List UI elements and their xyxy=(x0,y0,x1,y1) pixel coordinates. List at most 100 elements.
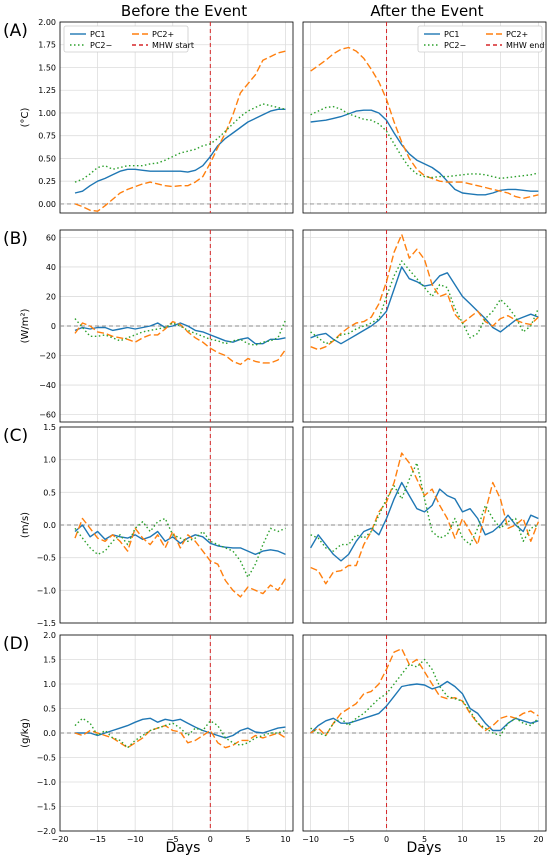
legend: PC1 PC2+ PC2− MHW end xyxy=(417,25,544,53)
panel-letter: (A) xyxy=(3,21,28,41)
y-tick-label: 0.5 xyxy=(43,705,56,714)
legend-label: PC2− xyxy=(90,41,112,50)
x-tick-label: −5 xyxy=(343,835,355,844)
y-tick-label: 1.00 xyxy=(38,109,56,118)
axes-frame xyxy=(302,21,547,214)
x-tick-label: 5 xyxy=(422,835,427,844)
x-tick-label: 0 xyxy=(208,835,213,844)
panels: 0.000.250.500.751.001.251.501.752.00(°C)… xyxy=(3,18,547,844)
y-axis-label: (m/s) xyxy=(20,512,31,538)
panel-letter: (C) xyxy=(3,426,28,446)
y-tick-label: −1.5 xyxy=(37,803,56,812)
series-line-pc1 xyxy=(74,108,286,194)
legend-label: PC2− xyxy=(444,41,466,50)
y-tick-label: 20 xyxy=(46,292,56,301)
legend-label: MHW start xyxy=(152,41,194,50)
series-line-pc2plus xyxy=(74,320,287,366)
x-tick-label: −15 xyxy=(89,835,106,844)
panel-d-after: −10 −5 0 5 10 15 20 xyxy=(302,634,547,844)
panel-b-after xyxy=(302,229,547,423)
y-tick-label: 0.75 xyxy=(38,132,56,141)
y-tick-label: −60 xyxy=(39,411,56,420)
series-line-pc2minus xyxy=(310,105,539,180)
legend-label: PC1 xyxy=(90,30,106,39)
y-tick-label: −2.0 xyxy=(37,827,56,836)
legend-box xyxy=(63,25,189,53)
series-line-pc2plus xyxy=(310,233,539,351)
y-tick-label: 0.00 xyxy=(38,200,56,209)
y-tick-label: 0.25 xyxy=(38,177,56,186)
y-tick-label: −40 xyxy=(39,381,56,390)
panel-a-after: PC1 PC2+ PC2− MHW end xyxy=(302,21,547,214)
series-line-pc2minus xyxy=(74,103,286,183)
x-tick-label: −10 xyxy=(127,835,144,844)
xlabel-before: Days xyxy=(166,840,201,856)
series-line-pc2minus xyxy=(74,717,286,749)
legend-label: MHW end xyxy=(506,41,544,50)
y-axis-label: (°C) xyxy=(20,108,31,128)
series-line-pc2minus xyxy=(74,517,286,578)
series-line-pc2plus xyxy=(74,724,286,749)
column-title-after: After the Event xyxy=(370,2,483,20)
series-line-pc1 xyxy=(74,322,286,345)
y-tick-label: −1.0 xyxy=(37,586,56,595)
panel-a-before: 0.00 0.25 0.50 0.75 1.00 1.25 1.50 1.75 2.00 (°C)… xyxy=(3,18,294,214)
xlabel-after: Days xyxy=(407,840,442,856)
y-tick-label: 0.50 xyxy=(38,154,56,163)
legend-label: PC2+ xyxy=(506,30,528,39)
series-line-pc2plus xyxy=(310,46,539,200)
y-tick-label: 1.75 xyxy=(38,41,56,50)
panel-c-after xyxy=(302,426,547,624)
y-tick-label: −1.0 xyxy=(37,778,56,787)
y-tick-label: 2.0 xyxy=(43,631,56,640)
y-tick-label: 40 xyxy=(46,263,56,272)
legend-label: PC2+ xyxy=(152,30,174,39)
panel-b-before: −60 −40 −20 0 20 40 60 (W/m²) (B) xyxy=(3,229,294,423)
x-tick-label: 0 xyxy=(384,835,389,844)
y-tick-label: 0.5 xyxy=(43,488,56,497)
x-tick-label: −10 xyxy=(302,835,319,844)
series-line-pc2minus xyxy=(310,658,539,737)
series-line-pc2plus xyxy=(310,648,539,737)
x-tick-label: 15 xyxy=(495,835,505,844)
y-tick-label: 0.0 xyxy=(43,729,56,738)
y-tick-label: 1.5 xyxy=(43,656,56,665)
panel-c-before: −1.5 −1.0 −0.5 0.0 0.5 1.0 1.5 (m/s) (C) xyxy=(3,423,294,628)
x-tick-label: 5 xyxy=(245,835,250,844)
y-tick-label: 0.0 xyxy=(43,521,56,530)
axes-frame xyxy=(59,21,294,214)
y-tick-label: −0.5 xyxy=(37,754,56,763)
legend: PC1 PC2+ PC2− MHW start xyxy=(63,25,194,53)
legend-label: PC1 xyxy=(444,30,460,39)
legend-box xyxy=(417,25,543,53)
y-tick-label: 1.5 xyxy=(43,423,56,432)
y-tick-label: −20 xyxy=(39,352,56,361)
y-tick-label: 1.25 xyxy=(38,86,56,95)
y-tick-label: −0.5 xyxy=(37,554,56,563)
panel-letter: (D) xyxy=(3,634,29,654)
x-tick-label: 20 xyxy=(533,835,543,844)
y-tick-label: 1.0 xyxy=(43,456,56,465)
y-tick-label: 60 xyxy=(46,233,56,242)
series-line-pc2plus xyxy=(74,50,286,212)
series-line-pc1 xyxy=(309,481,539,562)
y-tick-label: 2.00 xyxy=(38,18,56,27)
panel-letter: (B) xyxy=(3,229,28,249)
series-line-pc1 xyxy=(310,266,539,345)
x-tick-label: −5 xyxy=(167,835,179,844)
x-tick-label: 10 xyxy=(280,835,290,844)
series-line-pc1 xyxy=(75,717,286,739)
y-tick-label: 0 xyxy=(51,322,56,331)
y-axis-label: (g/kg) xyxy=(20,718,31,748)
series-line-pc2plus xyxy=(74,517,287,598)
panel-d-before: −20 −15 −10 −5 0 5 10 −2.0 −1.5 −1.0 −0.5 0.0 0.5 1.0… xyxy=(3,631,294,844)
series-line-pc2minus xyxy=(310,260,540,345)
x-tick-label: 10 xyxy=(457,835,467,844)
x-tick-label: −20 xyxy=(52,835,69,844)
y-tick-label: 1.0 xyxy=(43,680,56,689)
y-axis-label: (W/m²) xyxy=(20,308,31,343)
y-tick-label: −1.5 xyxy=(37,619,56,628)
column-title-before: Before the Event xyxy=(121,2,247,20)
y-tick-label: 1.50 xyxy=(38,63,56,72)
